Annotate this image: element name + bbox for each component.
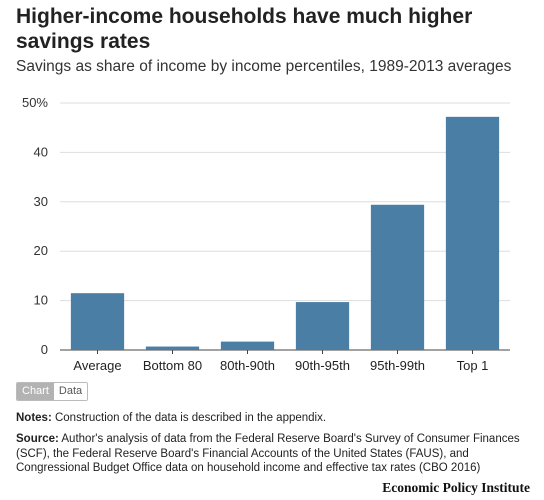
y-tick-label: 20 <box>34 243 48 258</box>
x-tick-label: 90th-95th <box>295 358 350 373</box>
bar <box>295 302 350 350</box>
chart-subtitle: Savings as share of income by income per… <box>16 58 512 75</box>
chart-view-button[interactable]: Chart <box>17 383 54 400</box>
bar <box>370 204 425 350</box>
bar <box>445 116 500 350</box>
bar <box>145 346 200 350</box>
brand-logo: Economic Policy Institute <box>382 480 530 495</box>
view-toggle: Chart Data <box>16 382 89 401</box>
notes: Notes: Construction of the data is descr… <box>16 411 531 425</box>
chart-title: Higher-income households have much highe… <box>16 5 473 53</box>
notes-label: Notes: <box>16 412 52 424</box>
bar <box>70 293 125 350</box>
notes-text: Construction of the data is described in… <box>54 412 327 424</box>
bar-chart: 0 10 20 30 40 50% Average Bottom 80 80th-90th 90t… <box>22 95 510 373</box>
y-tick-label: 30 <box>34 194 48 209</box>
x-tick-label: Average <box>73 358 121 373</box>
source-label: Source: <box>16 433 59 445</box>
y-tick-label: 50% <box>22 95 48 110</box>
data-view-button[interactable]: Data <box>53 383 88 400</box>
source-text: Author's analysis of data from the Feder… <box>16 433 520 474</box>
source: Source: Author's analysis of data from t… <box>16 432 531 476</box>
bar <box>220 341 275 350</box>
y-tick-label: 10 <box>34 293 48 308</box>
y-tick-label: 40 <box>34 144 48 159</box>
y-tick-label: 0 <box>41 342 48 357</box>
x-tick-label: 95th-99th <box>370 358 425 373</box>
x-tick-label: Top 1 <box>457 358 489 373</box>
x-tick-label: 80th-90th <box>220 358 275 373</box>
x-tick-label: Bottom 80 <box>143 358 202 373</box>
